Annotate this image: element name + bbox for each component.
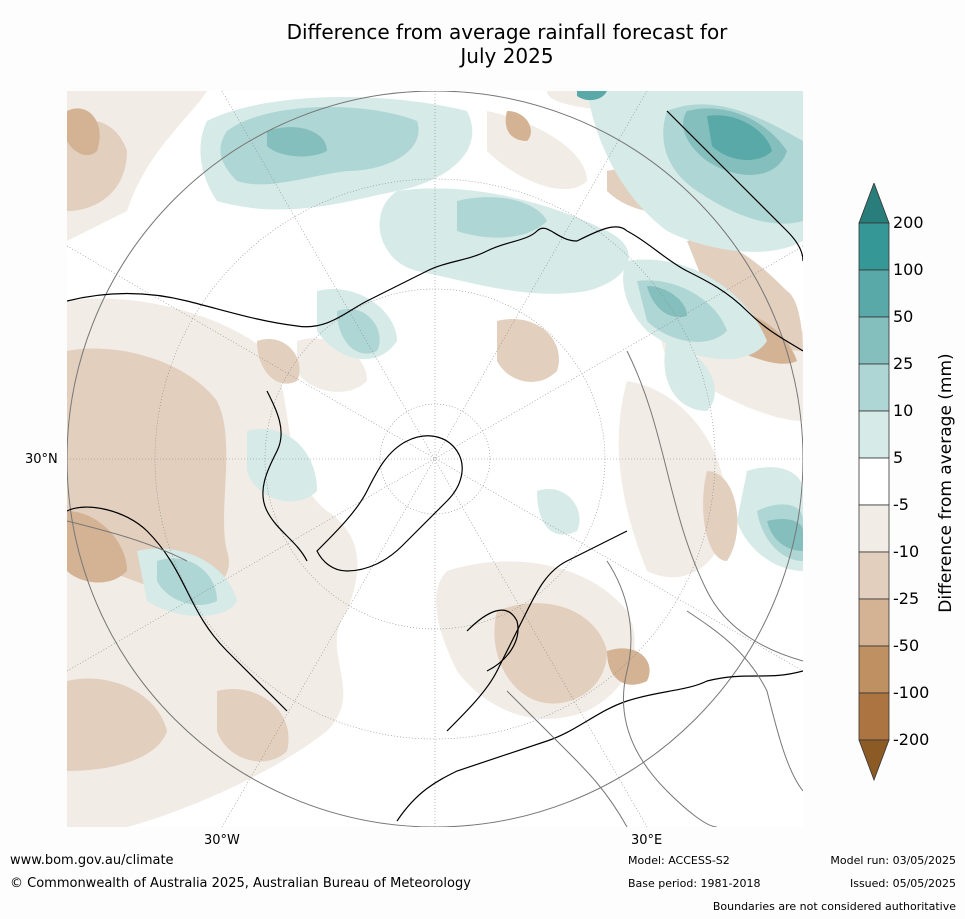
colorbar-tick-label: -100 <box>893 683 930 702</box>
rainfall-map[interactable] <box>67 91 803 827</box>
model-run: Model run: 03/05/2025 <box>830 854 956 867</box>
colorbar-segment <box>858 598 890 647</box>
colorbar-tick-label: 10 <box>893 401 914 420</box>
boundaries-disclaimer: Boundaries are not considered authoritat… <box>712 900 956 913</box>
colorbar-extend-bottom <box>858 739 890 781</box>
colorbar-tick-label: -10 <box>893 542 920 561</box>
colorbar-tick-label: -200 <box>893 730 930 749</box>
colorbar-segment <box>858 222 890 271</box>
base-period: Base period: 1981-2018 <box>628 877 761 890</box>
colorbar-tick-label: -50 <box>893 636 920 655</box>
colorbar-extend-top <box>858 183 890 224</box>
colorbar-tick-label: -25 <box>893 589 920 608</box>
colorbar-segment <box>858 316 890 365</box>
colorbar-segment <box>858 269 890 318</box>
colorbar-segment <box>858 363 890 412</box>
colorbar-tick-label: 5 <box>893 448 904 467</box>
title-line-2: July 2025 <box>460 44 554 68</box>
colorbar-segment <box>858 504 890 553</box>
colorbar-segment <box>858 692 890 741</box>
colorbar-tick-label: 25 <box>893 354 914 373</box>
lat-label-30n: 30°N <box>25 452 58 467</box>
colorbar-segment <box>858 645 890 694</box>
colorbar-tick-label: 200 <box>893 213 924 232</box>
lon-label-30e: 30°E <box>631 833 663 848</box>
colorbar-segment <box>858 457 890 506</box>
colorbar-label: Difference from average (mm) <box>936 353 956 613</box>
colorbar-segment <box>858 551 890 600</box>
anomaly-very-strong-wet <box>577 91 772 161</box>
colorbar-tick-label: 100 <box>893 260 924 279</box>
map-canvas <box>67 91 803 827</box>
title-line-1: Difference from average rainfall forecas… <box>286 20 728 44</box>
website-link[interactable]: www.bom.gov.au/climate <box>10 853 174 868</box>
colorbar <box>858 183 890 781</box>
model-name: Model: ACCESS-S2 <box>628 854 730 867</box>
colorbar-tick-label: 50 <box>893 307 914 326</box>
graticule <box>67 91 803 827</box>
issued-date: Issued: 05/05/2025 <box>849 877 956 890</box>
lon-label-30w: 30°W <box>204 833 240 848</box>
copyright: © Commonwealth of Australia 2025, Austra… <box>10 876 471 891</box>
colorbar-segment <box>858 410 890 459</box>
boundaries <box>67 350 803 827</box>
map-title: Difference from average rainfall forecas… <box>0 20 965 68</box>
colorbar-tick-label: -5 <box>893 495 909 514</box>
coastlines <box>67 110 803 822</box>
